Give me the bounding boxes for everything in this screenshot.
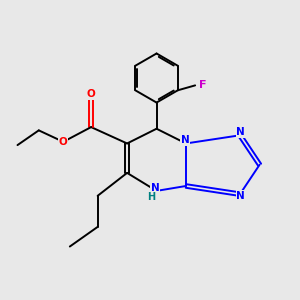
- Text: O: O: [59, 137, 68, 147]
- Text: O: O: [87, 89, 95, 99]
- Text: H: H: [148, 192, 156, 203]
- Text: N: N: [181, 135, 190, 145]
- Text: N: N: [236, 127, 245, 137]
- Text: F: F: [199, 80, 207, 90]
- Text: N: N: [151, 183, 159, 193]
- Text: N: N: [236, 191, 245, 201]
